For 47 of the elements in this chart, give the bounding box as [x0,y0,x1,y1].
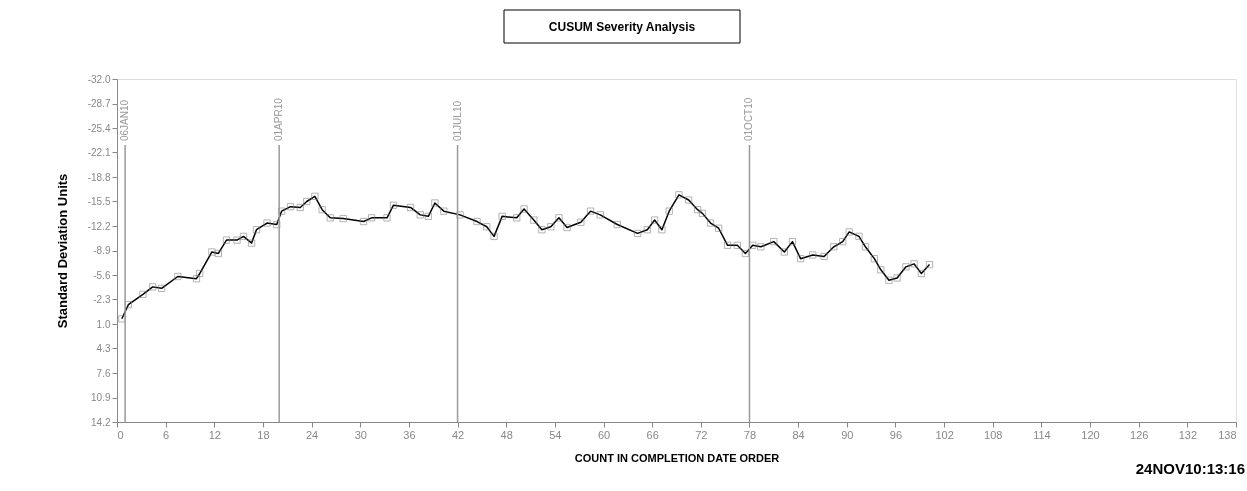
ref-line-label: 01OCT10 [743,97,755,141]
y-tick-label: -32.0 [87,73,111,85]
ref-line-label: 06JAN10 [119,99,131,141]
ref-line-label: 01JUL10 [451,100,463,141]
x-tick-label: 36 [403,428,416,441]
x-tick-label: 24 [305,428,319,441]
y-tick-label: -25.4 [87,122,111,134]
y-tick-label: -5.6 [93,269,111,281]
x-tick-label: 42 [451,428,465,441]
y-tick-label: 4.3 [96,343,111,354]
y-tick-label: 10.9 [91,392,111,403]
x-tick-label: 108 [984,428,1003,441]
chart-title: CUSUM Severity Analysis [548,20,696,34]
x-tick-label: 54 [549,428,562,441]
x-tick-label: 114 [1033,428,1051,441]
y-tick-label: -28.7 [87,98,111,109]
y-tick-label: 14.2 [91,416,111,428]
x-tick-label: 12 [208,428,221,441]
y-tick-label: -18.8 [87,171,111,183]
y-tick-label: 1.0 [96,318,111,330]
x-axis-title: COUNT IN COMPLETION DATE ORDER [574,451,780,464]
x-tick-label: 132 [1178,428,1198,441]
x-tick-label: 96 [889,428,903,441]
y-tick-label: -8.9 [93,245,111,256]
y-tick-label: -2.3 [93,294,111,305]
y-tick-label: -15.5 [87,196,111,207]
x-tick-label: 6 [163,428,170,441]
y-tick-label: 7.6 [96,367,111,379]
x-tick-label: 0 [117,428,124,441]
x-tick-label: 120 [1081,428,1100,441]
text: 24NOV10:13:16 [1135,460,1245,477]
x-tick-label: 30 [354,428,367,441]
x-tick-label: 60 [597,428,611,441]
x-tick-label: 84 [792,428,805,441]
x-tick-label: 102 [935,428,954,441]
x-tick-label: 72 [695,428,708,441]
y-axis-title: Standard Deviation Units [54,173,70,329]
x-tick-label: 78 [743,428,757,441]
y-tick-label: -22.1 [87,147,111,158]
x-tick-label: 90 [841,428,854,441]
x-tick-label: 48 [500,428,513,441]
ref-line-label: 01APR10 [273,97,285,141]
x-tick-label: 126 [1130,428,1149,441]
x-tick-label: 18 [257,428,270,441]
y-tick-label: -12.2 [87,220,111,232]
x-tick-label: 66 [646,428,659,441]
x-tick-label: 138 [1218,428,1237,441]
